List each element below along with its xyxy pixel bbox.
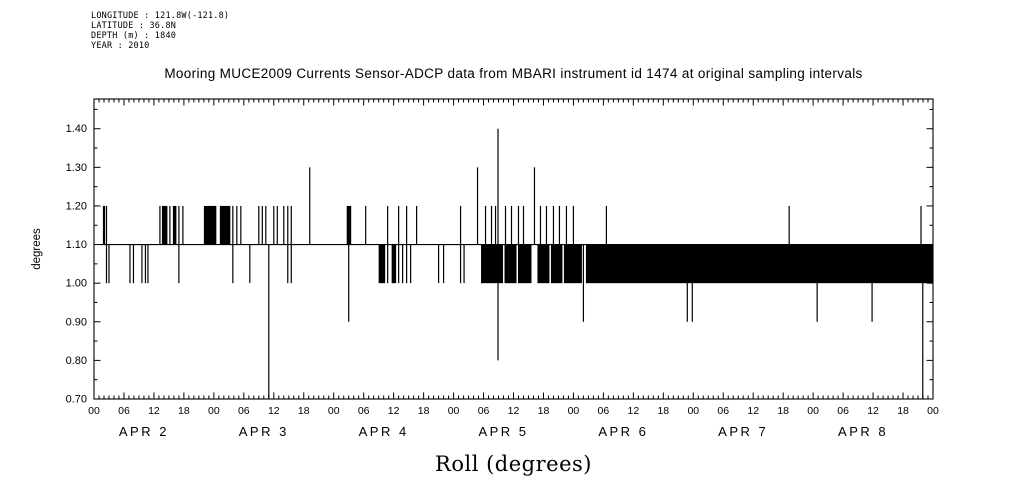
day-label: APR 5 — [478, 424, 528, 439]
x-tick-label: 18 — [657, 405, 669, 417]
axis-ticks — [93, 99, 934, 400]
x-tick-label: 18 — [897, 405, 909, 417]
x-tick-label: 12 — [148, 405, 160, 417]
x-tick-label: 12 — [388, 405, 400, 417]
day-labels: APR 2 APR 3 APR 4 APR 5 APR 6 APR 7 APR 8 — [119, 424, 888, 439]
x-tick-label: 00 — [448, 405, 460, 417]
x-tick-label: 00 — [807, 405, 819, 417]
day-label: APR 2 — [119, 424, 169, 439]
data-band — [537, 244, 550, 284]
x-tick-label: 00 — [208, 405, 220, 417]
x-tick-label: 00 — [328, 405, 340, 417]
x-tick-label: 06 — [837, 405, 849, 417]
data-band — [219, 205, 231, 245]
day-label: APR 3 — [239, 424, 289, 439]
data-band — [172, 205, 177, 245]
y-tick-label: 0.70 — [66, 394, 87, 406]
data-band — [504, 244, 517, 284]
x-tick-label: 12 — [268, 405, 280, 417]
metadata-line-year: YEAR : 2010 — [91, 41, 150, 51]
x-tick-label: 00 — [927, 405, 939, 417]
day-label: APR 7 — [718, 424, 768, 439]
data-band — [585, 244, 933, 284]
data-band — [481, 244, 504, 284]
day-label: APR 6 — [598, 424, 648, 439]
y-tick-label: 0.80 — [66, 355, 87, 367]
data-band — [550, 244, 563, 284]
x-tick-label: 18 — [538, 405, 550, 417]
x-tick-label: 00 — [687, 405, 699, 417]
x-tick-label: 12 — [628, 405, 640, 417]
metadata-line-latitude: LATITUDE : 36.8N — [91, 21, 177, 31]
data-band — [161, 205, 168, 245]
data-band — [346, 205, 352, 245]
x-tick-label: 06 — [598, 405, 610, 417]
data-band — [563, 244, 582, 284]
x-tick-label: 12 — [508, 405, 520, 417]
x-tick-label: 12 — [867, 405, 879, 417]
y-tick-labels: 0.70 0.80 0.90 1.00 1.10 1.20 1.30 1.40 — [66, 123, 87, 405]
day-label: APR 4 — [359, 424, 409, 439]
x-tick-label: 00 — [88, 405, 100, 417]
y-tick-label: 1.40 — [66, 123, 87, 135]
y-tick-label: 1.00 — [66, 278, 87, 290]
y-tick-label: 1.30 — [66, 162, 87, 174]
chart-title: Mooring MUCE2009 Currents Sensor-ADCP da… — [164, 66, 863, 81]
data-band — [517, 244, 532, 284]
data-band — [378, 244, 386, 284]
x-tick-labels: 00 06 12 18 00 06 12 18 00 06 12 18 00 06 12 18 00 06 12 18… — [88, 405, 939, 417]
y-tick-label: 0.90 — [66, 316, 87, 328]
x-tick-label: 00 — [568, 405, 580, 417]
x-tick-label: 18 — [178, 405, 190, 417]
x-tick-label: 06 — [478, 405, 490, 417]
x-tick-label: 06 — [118, 405, 130, 417]
day-label: APR 8 — [838, 424, 888, 439]
x-tick-label: 06 — [358, 405, 370, 417]
metadata-block: LONGITUDE : 121.8W(-121.8) LATITUDE : 36… — [91, 11, 229, 51]
x-tick-label: 06 — [717, 405, 729, 417]
metadata-line-longitude: LONGITUDE : 121.8W(-121.8) — [91, 11, 230, 21]
x-tick-label: 18 — [777, 405, 789, 417]
x-axis-title: Roll (degrees) — [435, 452, 592, 476]
y-axis-label: degrees — [31, 228, 43, 270]
x-tick-label: 18 — [418, 405, 430, 417]
data-band — [391, 244, 397, 284]
x-tick-label: 12 — [747, 405, 759, 417]
data-band — [203, 205, 217, 245]
metadata-line-depth: DEPTH (m) : 1840 — [91, 31, 177, 41]
y-tick-label: 1.10 — [66, 239, 87, 251]
y-tick-label: 1.20 — [66, 200, 87, 212]
x-tick-label: 18 — [298, 405, 310, 417]
series-roll — [99, 128, 933, 399]
x-tick-label: 06 — [238, 405, 250, 417]
